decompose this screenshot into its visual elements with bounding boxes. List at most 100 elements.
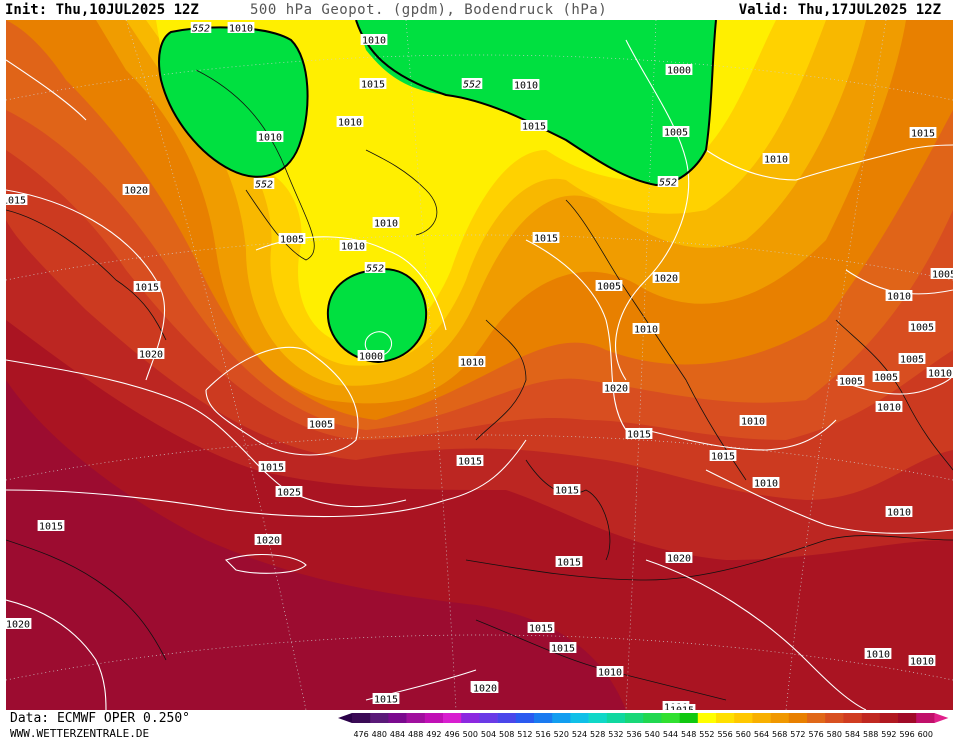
isobar-label: 1015: [670, 706, 694, 711]
isobar-label: 1015: [374, 695, 398, 706]
isobar-label-box: [133, 281, 161, 292]
isobar-label-box: [930, 268, 953, 279]
isobar-label: 1020: [139, 350, 163, 361]
isobar-label-box: [254, 534, 282, 545]
isobar-label-box: [258, 461, 286, 472]
legend-swatch: [825, 713, 844, 723]
isobar-label-box: [6, 618, 32, 629]
isobar-label: 1010: [362, 36, 386, 47]
grid-line: [405, 20, 457, 710]
init-time: Init: Thu,10JUL2025 12Z: [5, 2, 199, 18]
legend-swatch: [716, 713, 735, 723]
legend-high-arrow: [934, 713, 949, 723]
legend-value: 476: [353, 730, 368, 739]
isobar-label-box: [359, 78, 387, 89]
valid-time: Valid: Thu,17JUL2025 12Z: [738, 2, 941, 18]
legend-swatch: [479, 713, 498, 723]
isobar-label-box: [665, 552, 693, 563]
isobars: [6, 39, 953, 710]
isobar-label: 1015: [557, 558, 581, 569]
isobar-label: 1010: [764, 155, 788, 166]
legend-value: 512: [517, 730, 532, 739]
website-credit: WWW.WETTERZENTRALE.DE: [10, 727, 150, 740]
legend-swatch: [588, 713, 608, 723]
legend-low-arrow: [338, 713, 352, 723]
isobar: [645, 419, 837, 451]
coastline: [365, 149, 438, 236]
isobar-label: 1020: [256, 536, 280, 547]
height-label: 552: [192, 24, 210, 35]
isobar: [224, 554, 307, 574]
legend-value: 548: [681, 730, 696, 739]
isobar-label-box: [665, 64, 693, 75]
isobar: [615, 39, 690, 381]
legend-swatch: [424, 713, 444, 723]
legend-swatch: [861, 713, 881, 723]
isobar-label: 1010: [374, 219, 398, 230]
geopotential-bands: [6, 20, 953, 710]
isobar-label: 1010: [887, 292, 911, 303]
legend-swatch: [515, 713, 535, 723]
isobar-label-box: [520, 120, 548, 131]
isobar-label-box: [360, 34, 388, 45]
isobar-label: 1015: [39, 522, 63, 533]
isobar: [525, 239, 627, 431]
isobar-label: 1010: [460, 358, 484, 369]
height-552-region: [327, 269, 427, 362]
isobar-label: 1015: [534, 234, 558, 245]
legend-swatch: [643, 713, 662, 723]
legend-swatch: [734, 713, 753, 723]
isobar-label: 1005: [932, 270, 953, 281]
height-label: 552: [255, 180, 273, 191]
isobar-label: 1015: [260, 463, 284, 474]
legend-value: 524: [572, 730, 587, 739]
height-552-region: [356, 20, 716, 185]
legend-swatch: [370, 713, 389, 723]
isobar-label: 1010: [634, 325, 658, 336]
coastline: [525, 459, 611, 561]
isobar-label-box: [632, 323, 660, 334]
legend-swatch: [352, 713, 371, 723]
isobar-label: 1010: [341, 242, 365, 253]
isobar-label: 1010: [514, 81, 538, 92]
isobar: [6, 59, 87, 121]
legend-swatch: [679, 713, 699, 723]
isobar-label-box: [864, 648, 892, 659]
isobar-label: 1010: [258, 133, 282, 144]
legend-swatch: [606, 713, 626, 723]
legend-value: 576: [808, 730, 823, 739]
legend-value: 484: [390, 730, 405, 739]
isobar-label-box: [553, 484, 581, 495]
isobar-label-box: [357, 350, 385, 361]
height-label: 552: [463, 80, 481, 91]
height-label-box: [190, 22, 212, 33]
isobar-label-box: [137, 348, 165, 359]
isobar-label-box: [278, 233, 306, 244]
isobar-label: 1015: [551, 644, 575, 655]
isobar-label-box: [532, 232, 560, 243]
isobar-label-box: [709, 450, 737, 461]
isobar-label: 1010: [754, 479, 778, 490]
legend-value: 544: [663, 730, 678, 739]
isobar-label: 1005: [664, 128, 688, 139]
isobar-label-box: [898, 353, 926, 364]
legend-swatch: [497, 713, 517, 723]
legend-swatch: [898, 713, 917, 723]
data-source: Data: ECMWF OPER 0.250°: [10, 711, 191, 726]
height-552-line: [355, 20, 717, 187]
isobar-label-box: [372, 217, 400, 228]
isobar-label: 1015: [627, 430, 651, 441]
isobar-label: 1005: [597, 282, 621, 293]
legend-value: 552: [699, 730, 714, 739]
isobar-label: 1005: [280, 235, 304, 246]
color-legend: 476 480 484 488 492 496 500 504 508 512 516 520 524 5…: [338, 713, 949, 739]
isobar-label-box: [762, 153, 790, 164]
legend-swatch: [552, 713, 571, 723]
legend-value: 492: [426, 730, 441, 739]
legend-value: 528: [590, 730, 605, 739]
legend-value: 500: [463, 730, 478, 739]
legend-swatch: [534, 713, 553, 723]
legend-value: 592: [881, 730, 896, 739]
isobar: [705, 144, 953, 181]
isobar-label: 1010: [866, 650, 890, 661]
